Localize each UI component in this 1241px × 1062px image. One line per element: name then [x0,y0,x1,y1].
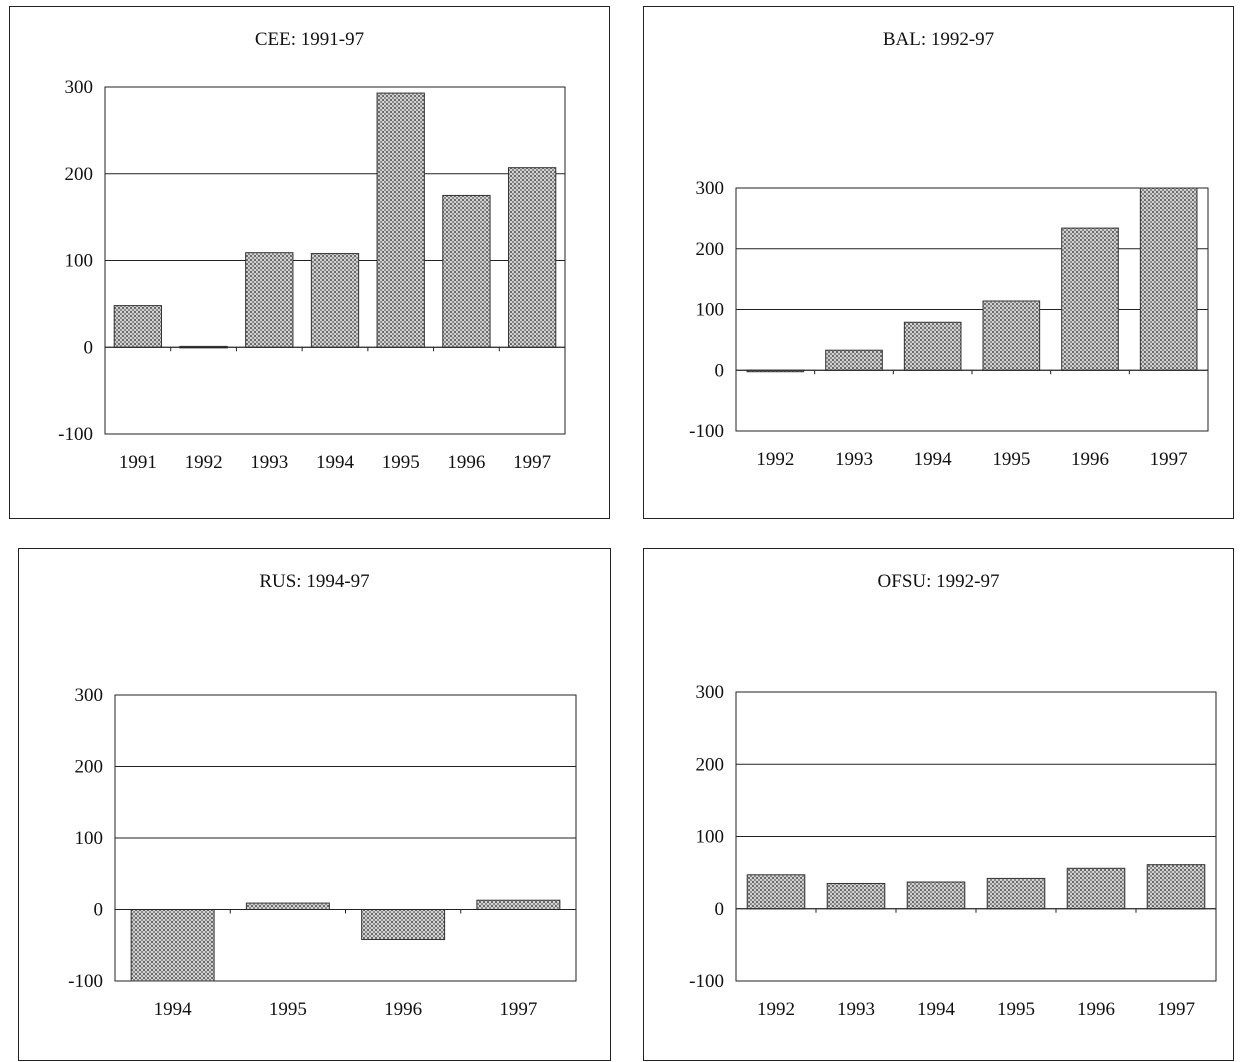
chart-title-cee: CEE: 1991-97 [254,29,365,50]
bar-1991 [113,305,163,348]
y-tick-label: 300 [696,178,725,199]
y-tick-label: 100 [75,828,104,849]
y-tick-label: 200 [75,757,104,778]
x-tick-label: 1992 [185,452,223,473]
bar-1995 [376,92,425,348]
x-tick-label: 1993 [837,999,875,1020]
x-tick-label: 1996 [447,452,485,473]
y-tick-label: 300 [696,682,725,703]
chart-panel-cee: CEE: 1991-97 300 200 100 0 -100 1991 1992 1993 1… [9,6,610,519]
x-tick-label: 1996 [1071,449,1109,470]
bar-1992 [746,874,806,910]
y-tick-label: 100 [696,827,725,848]
y-tick-label: 200 [696,239,725,260]
y-tick-label: 100 [65,251,94,272]
bar-1996 [1061,227,1119,371]
x-tick-label: 1997 [1157,999,1195,1020]
bar-1995 [986,877,1046,910]
x-tick-label: 1991 [119,452,157,473]
x-tick-label: 1994 [154,999,193,1020]
y-tick-label: -100 [689,421,724,442]
y-tick-label: -100 [58,424,93,445]
bar-1997 [476,899,561,910]
chart-panel-ofsu: OFSU: 1992-97 300 200 100 0 -100 1992 1993 1994… [643,548,1234,1061]
bar-1993 [245,252,294,348]
y-tick-label: 0 [715,899,725,920]
x-tick-label: 1994 [917,999,956,1020]
bar-1993 [825,349,883,371]
y-tick-label: 200 [696,754,725,775]
bar-1997 [1139,187,1198,371]
chart-ofsu: 300 200 100 0 -100 1992 1993 1994 1995 1996 1997 [689,682,1217,1020]
chart-title-bal: BAL: 1992-97 [882,29,995,50]
y-tick-label: -100 [68,971,103,992]
x-tick-label: 1996 [384,999,422,1020]
chart-title-rus: RUS: 1994-97 [259,571,370,592]
bar-1997 [507,167,557,348]
bar-1996 [1066,867,1126,910]
bar-1994 [130,909,215,982]
bar-1997 [1146,864,1206,910]
chart-panel-bal: BAL: 1992-97 300 200 100 0 -100 1992 1993 1994 1… [643,6,1234,519]
y-tick-label: 0 [84,337,94,358]
x-tick-label: 1997 [1150,449,1188,470]
x-tick-label: 1992 [757,999,795,1020]
x-tick-label: 1997 [513,452,551,473]
x-tick-label: 1992 [756,449,794,470]
x-tick-label: 1993 [835,449,873,470]
y-tick-label: 100 [696,300,725,321]
bar-1994 [906,881,966,910]
chart-bal: 300 200 100 0 -100 1992 1993 1994 1995 1996 1997 [689,178,1209,470]
x-tick-label: 1995 [382,452,420,473]
chart-panel-rus: RUS: 1994-97 300 200 100 0 -100 1994 1995 1996 1… [18,548,611,1061]
chart-rus: 300 200 100 0 -100 1994 1995 1996 1997 [68,685,577,1020]
x-tick-label: 1996 [1077,999,1115,1020]
bar-1993 [826,882,886,910]
x-tick-label: 1995 [997,999,1035,1020]
bar-1995 [245,902,330,911]
y-tick-label: 200 [65,164,94,185]
x-tick-label: 1994 [316,452,355,473]
y-tick-label: -100 [689,971,724,992]
x-tick-label: 1994 [914,449,953,470]
y-tick-label: 0 [715,360,725,381]
x-tick-label: 1995 [269,999,307,1020]
x-tick-label: 1997 [499,999,537,1020]
bar-1994 [310,253,360,348]
y-tick-label: 300 [65,77,94,98]
bar-1996 [361,909,446,941]
y-tick-label: 0 [94,900,104,921]
chart-title-ofsu: OFSU: 1992-97 [877,571,1000,592]
bar-1994 [903,321,962,371]
y-tick-label: 300 [75,685,104,706]
chart-cee: 300 200 100 0 -100 1991 1992 1993 1994 1995 1996 19… [58,77,566,473]
bar-1996 [442,194,491,348]
x-tick-label: 1993 [250,452,288,473]
bar-1995 [982,300,1041,371]
x-tick-label: 1995 [992,449,1030,470]
